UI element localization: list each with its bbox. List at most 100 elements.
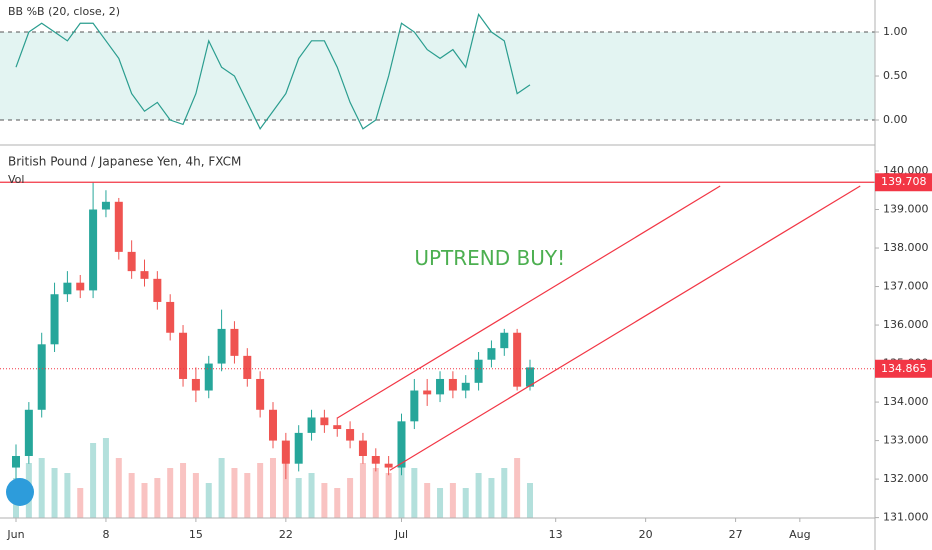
y-tick-label: 138.000 xyxy=(883,241,929,254)
x-tick-label: 15 xyxy=(189,528,203,541)
candle-body xyxy=(140,271,149,279)
volume-bar xyxy=(154,478,161,518)
volume-bar xyxy=(411,468,418,518)
volume-bar xyxy=(462,488,469,518)
candle-body xyxy=(513,332,522,387)
candle-body xyxy=(487,348,496,360)
candle-body xyxy=(243,355,252,379)
trend-line xyxy=(336,185,721,419)
volume-bar xyxy=(321,483,328,518)
trend-line xyxy=(389,185,861,471)
candle-body xyxy=(24,409,33,456)
price-label: 134.865 xyxy=(881,362,927,375)
volume-bar xyxy=(180,463,187,518)
candle-body xyxy=(358,440,367,456)
volume-bar xyxy=(167,468,174,518)
x-tick-label: Aug xyxy=(789,528,810,541)
candle-body xyxy=(384,463,393,468)
candle-body xyxy=(217,328,226,364)
candle-body xyxy=(76,282,85,291)
price-label-box xyxy=(875,359,932,378)
volume-bar xyxy=(64,473,71,518)
candle-body xyxy=(268,409,277,441)
volume-bar xyxy=(385,473,392,518)
candle-body xyxy=(114,201,123,252)
y-tick-label: 139.000 xyxy=(883,203,929,216)
y-tick-label: 134.000 xyxy=(883,395,929,408)
volume-bar xyxy=(514,458,521,518)
volume-bar xyxy=(102,438,109,518)
candle-body xyxy=(153,278,162,302)
volume-bar xyxy=(205,483,212,518)
candle-body xyxy=(461,382,470,391)
volume-bar xyxy=(269,458,276,518)
candle-body xyxy=(410,390,419,422)
volume-bar xyxy=(372,468,379,518)
candle-body xyxy=(333,425,342,430)
candle-body xyxy=(256,378,265,410)
candle-body xyxy=(11,455,20,468)
candle-body xyxy=(101,201,110,210)
x-tick-label: 8 xyxy=(102,528,109,541)
volume-bar xyxy=(38,458,45,518)
price-label: 139.708 xyxy=(881,175,927,188)
candle-body xyxy=(179,332,188,379)
volume-bar xyxy=(231,468,238,518)
chart-title: British Pound / Japanese Yen, 4h, FXCM xyxy=(8,155,241,169)
candle-body xyxy=(397,421,406,468)
candle-body xyxy=(474,359,483,383)
candle-body xyxy=(50,294,59,345)
volume-bar xyxy=(398,453,405,518)
y-tick-label: 0.50 xyxy=(883,69,908,82)
volume-bar xyxy=(437,488,444,518)
band-fill xyxy=(0,32,875,121)
candle-body xyxy=(281,440,290,464)
y-tick-label: 133.000 xyxy=(883,434,929,447)
y-tick-label: 136.000 xyxy=(883,318,929,331)
volume-bar xyxy=(334,488,341,518)
x-tick-label: Jun xyxy=(6,528,24,541)
volume-label: Vol xyxy=(8,173,24,186)
candle-body xyxy=(89,209,98,291)
candle-body xyxy=(37,344,46,410)
volume-bar xyxy=(308,473,315,518)
candle-body xyxy=(371,455,380,464)
candle-body xyxy=(166,301,175,333)
volume-bar xyxy=(244,473,251,518)
volume-bar xyxy=(295,478,302,518)
candle-body xyxy=(307,417,316,433)
x-tick-label: 22 xyxy=(279,528,293,541)
candle-body xyxy=(230,328,239,356)
logo[interactable] xyxy=(6,478,34,506)
volume-bar xyxy=(257,463,264,518)
volume-bar xyxy=(51,468,58,518)
candle-body xyxy=(525,367,534,387)
y-tick-label: 132.000 xyxy=(883,472,929,485)
plot-layer: 1.000.500.00140.000139.000138.000137.000… xyxy=(0,13,929,541)
volume-bar xyxy=(424,483,431,518)
volume-bar xyxy=(192,473,199,518)
price-label-box xyxy=(875,173,932,192)
indicator-title: BB %B (20, close, 2) xyxy=(8,5,120,18)
candle-body xyxy=(436,378,445,395)
x-tick-label: 13 xyxy=(549,528,563,541)
candle-body xyxy=(423,390,432,395)
volume-bar xyxy=(347,478,354,518)
volume-bar xyxy=(128,473,135,518)
volume-bar xyxy=(488,478,495,518)
volume-bar xyxy=(77,488,84,518)
volume-bar xyxy=(475,473,482,518)
volume-bar xyxy=(218,458,225,518)
volume-bar xyxy=(526,483,533,518)
y-tick-label: 0.00 xyxy=(883,113,908,126)
volume-bar xyxy=(90,443,97,518)
candle-body xyxy=(448,378,457,391)
candle-body xyxy=(191,378,200,391)
y-tick-label: 137.000 xyxy=(883,280,929,293)
volume-bar xyxy=(115,458,122,518)
volume-bar xyxy=(501,468,508,518)
volume-bar xyxy=(359,463,366,518)
volume-bar xyxy=(141,483,148,518)
x-tick-label: 27 xyxy=(729,528,743,541)
